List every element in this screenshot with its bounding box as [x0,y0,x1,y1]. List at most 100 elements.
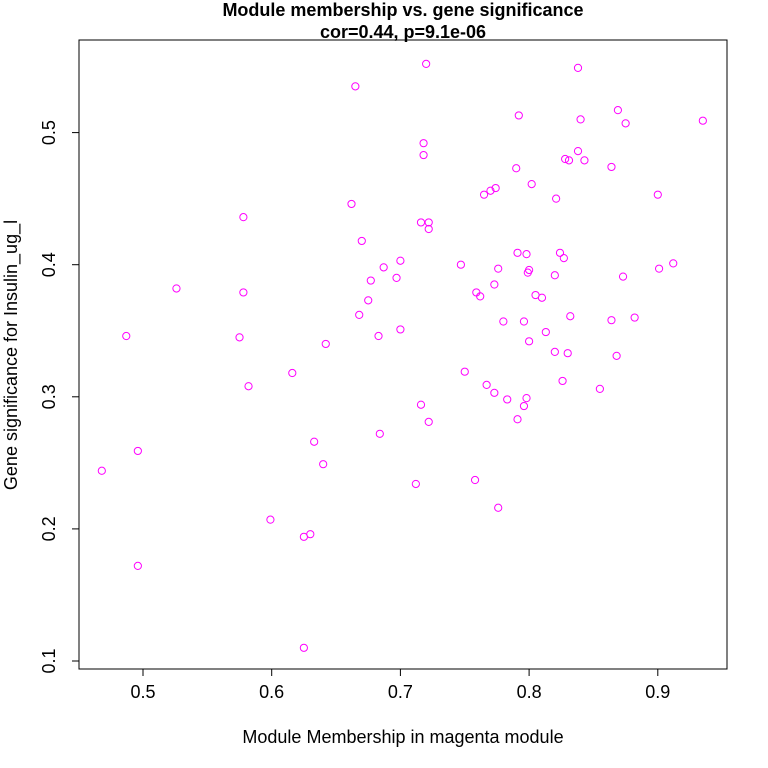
chart-title: Module membership vs. gene significance [222,0,583,20]
data-point [564,156,574,165]
data-point [522,394,531,403]
data-point [513,415,522,424]
data-point [411,479,420,489]
data-point [573,63,583,72]
data-point [476,292,485,301]
data-point [424,417,433,426]
data-point [379,263,388,272]
data-point [424,224,433,234]
data-point [527,180,536,189]
data-point [555,248,565,257]
data-point [503,395,512,404]
data-point [351,82,360,91]
y-tick-label: 0.4 [39,252,59,277]
x-tick-label: 0.7 [388,682,413,702]
data-point [133,446,142,456]
data-point [550,347,559,356]
data-point [486,186,495,195]
data-point [239,213,248,222]
y-axis: 0.1 0.2 0.3 0.4 0.5 [39,120,80,674]
data-point [416,218,426,227]
data-point [374,331,383,341]
data-point [422,59,431,69]
data-point [523,268,532,277]
x-tick-label: 0.6 [259,682,284,702]
data-point [561,154,570,164]
data-point [244,382,253,391]
data-point [172,284,181,293]
data-point [288,368,297,378]
data-points [97,59,707,652]
data-point [630,313,639,322]
plot-frame [78,39,728,670]
data-point [541,327,550,337]
data-point [618,272,628,281]
y-axis-label: Gene significance for Insulin_ug_l [1,220,22,490]
data-point [537,293,547,302]
data-point [470,475,480,485]
data-point [519,401,529,411]
data-point [472,288,481,297]
y-tick-label: 0.3 [39,384,59,409]
data-point [607,316,616,325]
x-axis-label: Module Membership in magenta module [242,727,563,747]
x-tick-label: 0.5 [130,682,155,702]
x-axis: 0.5 0.6 0.7 0.8 0.9 [130,668,670,702]
data-point [494,264,503,273]
data-point [97,466,106,475]
data-point [522,250,531,259]
data-point [563,349,572,358]
data-point [479,190,489,199]
data-point [552,194,561,203]
data-point [595,384,604,393]
data-point [419,150,428,160]
data-point [364,296,373,305]
y-tick-label: 0.5 [39,120,59,145]
data-point [347,199,356,209]
data-point [266,515,275,524]
data-point [499,317,508,326]
x-tick-label: 0.8 [517,682,542,702]
y-tick-label: 0.2 [39,516,59,541]
data-point [513,248,522,257]
data-point [576,115,585,124]
data-point [456,260,465,269]
data-point [580,156,589,165]
data-point [669,259,678,268]
data-point [319,460,328,469]
data-point [490,280,499,289]
data-point [573,146,583,156]
data-point [514,111,523,120]
data-point [299,643,308,652]
data-point [310,437,319,446]
data-point [607,162,616,172]
data-point [306,530,315,539]
data-point [235,333,244,342]
data-point [698,116,707,125]
data-point [613,106,623,115]
data-point [366,276,375,285]
y-tick-label: 0.1 [39,648,59,673]
data-point [566,312,575,321]
data-point [239,288,248,297]
data-point [424,218,433,227]
data-point [525,337,534,346]
data-point [490,388,499,397]
data-point [482,380,491,390]
data-point [621,119,630,128]
data-point [355,310,364,319]
data-point [653,190,662,199]
data-point [612,351,621,360]
data-point [512,164,521,173]
data-point [550,271,559,280]
data-point [519,317,529,326]
data-point [491,183,500,193]
data-point [559,253,568,263]
data-point [416,400,426,409]
data-point [375,429,384,438]
data-point [396,256,405,265]
data-point [654,264,664,273]
data-point [122,331,131,341]
chart-subtitle: cor=0.44, p=9.1e-06 [320,22,486,42]
